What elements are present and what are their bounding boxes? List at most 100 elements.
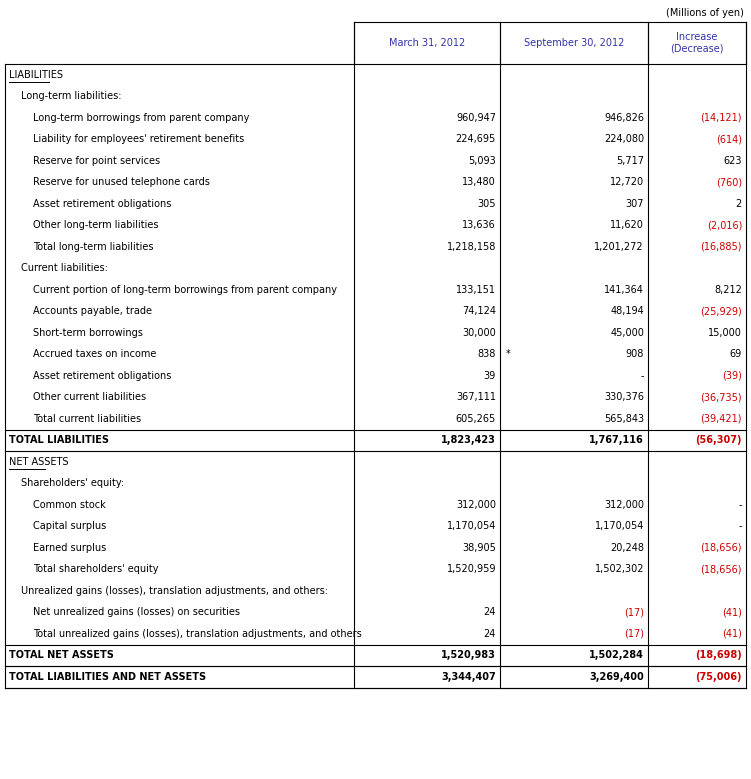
Text: 908: 908 [626,349,644,359]
Text: (14,121): (14,121) [701,113,742,123]
Text: Total unrealized gains (losses), translation adjustments, and others: Total unrealized gains (losses), transla… [33,629,362,639]
Text: 5,093: 5,093 [469,156,496,166]
Text: Unrealized gains (losses), translation adjustments, and others:: Unrealized gains (losses), translation a… [21,586,328,596]
Text: (56,307): (56,307) [695,435,742,446]
Text: 312,000: 312,000 [604,500,644,509]
Text: Total current liabilities: Total current liabilities [33,414,141,424]
Text: -: - [641,371,644,381]
Text: 1,170,054: 1,170,054 [447,521,496,531]
Text: Total long-term liabilities: Total long-term liabilities [33,241,153,252]
Text: 1,201,272: 1,201,272 [594,241,644,252]
Text: 11,620: 11,620 [610,220,644,231]
Text: TOTAL LIABILITIES: TOTAL LIABILITIES [9,435,109,446]
Text: 133,151: 133,151 [456,285,496,294]
Text: 24: 24 [484,608,496,617]
Text: *: * [506,349,511,359]
Text: Accounts payable, trade: Accounts payable, trade [33,306,152,316]
Text: (75,006): (75,006) [695,671,742,682]
Text: 20,248: 20,248 [610,543,644,553]
Text: Long-term liabilities:: Long-term liabilities: [21,91,122,101]
Text: LIABILITIES: LIABILITIES [9,70,63,79]
Text: Increase
(Decrease): Increase (Decrease) [670,32,724,54]
Text: Reserve for point services: Reserve for point services [33,156,160,166]
Text: Current liabilities:: Current liabilities: [21,263,108,273]
Text: NET ASSETS: NET ASSETS [9,456,68,467]
Text: Asset retirement obligations: Asset retirement obligations [33,371,171,381]
Text: 623: 623 [723,156,742,166]
Text: Current portion of long-term borrowings from parent company: Current portion of long-term borrowings … [33,285,337,294]
Text: (39): (39) [722,371,742,381]
Text: 1,520,983: 1,520,983 [441,650,496,661]
Text: 74,124: 74,124 [462,306,496,316]
Text: 960,947: 960,947 [456,113,496,123]
Text: Liability for employees' retirement benefits: Liability for employees' retirement bene… [33,134,244,144]
Text: 312,000: 312,000 [456,500,496,509]
Text: 5,717: 5,717 [616,156,644,166]
Text: 224,080: 224,080 [604,134,644,144]
Text: (25,929): (25,929) [700,306,742,316]
Text: 3,344,407: 3,344,407 [442,671,496,682]
Text: -: - [738,521,742,531]
Text: 15,000: 15,000 [708,328,742,338]
Text: 30,000: 30,000 [463,328,496,338]
Text: Earned surplus: Earned surplus [33,543,106,553]
Text: (18,656): (18,656) [701,564,742,574]
Text: 307: 307 [626,199,644,209]
Text: TOTAL NET ASSETS: TOTAL NET ASSETS [9,650,114,661]
Text: Shareholders' equity:: Shareholders' equity: [21,478,124,488]
Text: Total shareholders' equity: Total shareholders' equity [33,564,158,574]
Text: 141,364: 141,364 [604,285,644,294]
Text: March 31, 2012: March 31, 2012 [389,38,465,48]
Text: (41): (41) [722,608,742,617]
Text: 367,111: 367,111 [456,393,496,402]
Text: 605,265: 605,265 [456,414,496,424]
Text: 1,502,284: 1,502,284 [589,650,644,661]
Text: (17): (17) [624,629,644,639]
Text: 224,695: 224,695 [456,134,496,144]
Text: (36,735): (36,735) [701,393,742,402]
Text: 1,170,054: 1,170,054 [595,521,644,531]
Text: Accrued taxes on income: Accrued taxes on income [33,349,156,359]
Text: 13,480: 13,480 [463,178,496,187]
Text: 330,376: 330,376 [604,393,644,402]
Text: Reserve for unused telephone cards: Reserve for unused telephone cards [33,178,210,187]
Text: -: - [738,500,742,509]
Text: 48,194: 48,194 [611,306,644,316]
Text: 3,269,400: 3,269,400 [590,671,644,682]
Text: 565,843: 565,843 [604,414,644,424]
Text: 38,905: 38,905 [462,543,496,553]
Text: Other long-term liabilities: Other long-term liabilities [33,220,158,231]
Text: 1,767,116: 1,767,116 [590,435,644,446]
Text: 1,520,959: 1,520,959 [447,564,496,574]
Text: Common stock: Common stock [33,500,106,509]
Text: Asset retirement obligations: Asset retirement obligations [33,199,171,209]
Text: Net unrealized gains (losses) on securities: Net unrealized gains (losses) on securit… [33,608,240,617]
Text: (41): (41) [722,629,742,639]
Text: 2: 2 [736,199,742,209]
Text: (16,885): (16,885) [701,241,742,252]
Text: (614): (614) [716,134,742,144]
Text: 39: 39 [484,371,496,381]
Text: 1,823,423: 1,823,423 [441,435,496,446]
Text: Other current liabilities: Other current liabilities [33,393,146,402]
Text: (18,698): (18,698) [695,650,742,661]
Text: (39,421): (39,421) [701,414,742,424]
Text: (17): (17) [624,608,644,617]
Text: 24: 24 [484,629,496,639]
Text: (Millions of yen): (Millions of yen) [666,8,744,18]
Text: 305: 305 [478,199,496,209]
Text: 45,000: 45,000 [610,328,644,338]
Text: Long-term borrowings from parent company: Long-term borrowings from parent company [33,113,249,123]
Text: (2,016): (2,016) [707,220,742,231]
Text: Capital surplus: Capital surplus [33,521,106,531]
Text: 838: 838 [478,349,496,359]
Text: 69: 69 [730,349,742,359]
Text: 1,218,158: 1,218,158 [447,241,496,252]
Text: Short-term borrowings: Short-term borrowings [33,328,143,338]
Text: TOTAL LIABILITIES AND NET ASSETS: TOTAL LIABILITIES AND NET ASSETS [9,671,206,682]
Text: 8,212: 8,212 [714,285,742,294]
Text: 12,720: 12,720 [610,178,644,187]
Text: September 30, 2012: September 30, 2012 [523,38,624,48]
Text: (18,656): (18,656) [701,543,742,553]
Text: 13,636: 13,636 [463,220,496,231]
